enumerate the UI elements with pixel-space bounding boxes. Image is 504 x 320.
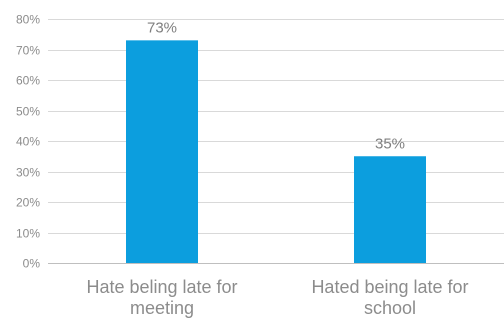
y-tick-label: 80% [16,13,40,27]
y-axis-tick-labels: 0% 10% 20% 30% 40% 50% 60% 70% 80% [16,13,40,271]
y-tick-label: 30% [16,166,40,180]
bar [126,40,198,263]
y-tick-label: 20% [16,196,40,210]
x-category-label: meeting [130,298,194,318]
bars [126,40,426,263]
bar [354,156,426,263]
x-category-label: Hate beling late for [86,277,237,297]
x-category-label: school [364,298,416,318]
data-label: 73% [147,19,177,36]
x-category-label: Hated being late for [311,277,468,297]
y-tick-label: 40% [16,135,40,149]
y-tick-label: 60% [16,74,40,88]
y-tick-label: 0% [23,257,41,271]
y-tick-label: 10% [16,227,40,241]
gridlines [48,19,504,234]
y-tick-label: 70% [16,44,40,58]
data-labels: 73% 35% [147,19,405,152]
y-tick-label: 50% [16,105,40,119]
data-label: 35% [375,135,405,152]
